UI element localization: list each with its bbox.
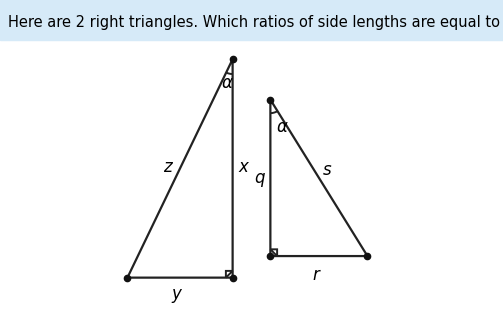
Text: z: z	[163, 158, 172, 176]
Text: s: s	[323, 161, 331, 179]
Text: Here are 2 right triangles. Which ratios of side lengths are equal to tan( α)?: Here are 2 right triangles. Which ratios…	[8, 15, 503, 30]
Text: q: q	[255, 169, 265, 187]
Text: y: y	[171, 285, 181, 303]
Text: r: r	[313, 266, 320, 284]
Text: α: α	[277, 117, 288, 135]
Text: α: α	[222, 74, 233, 92]
Text: x: x	[238, 158, 248, 176]
